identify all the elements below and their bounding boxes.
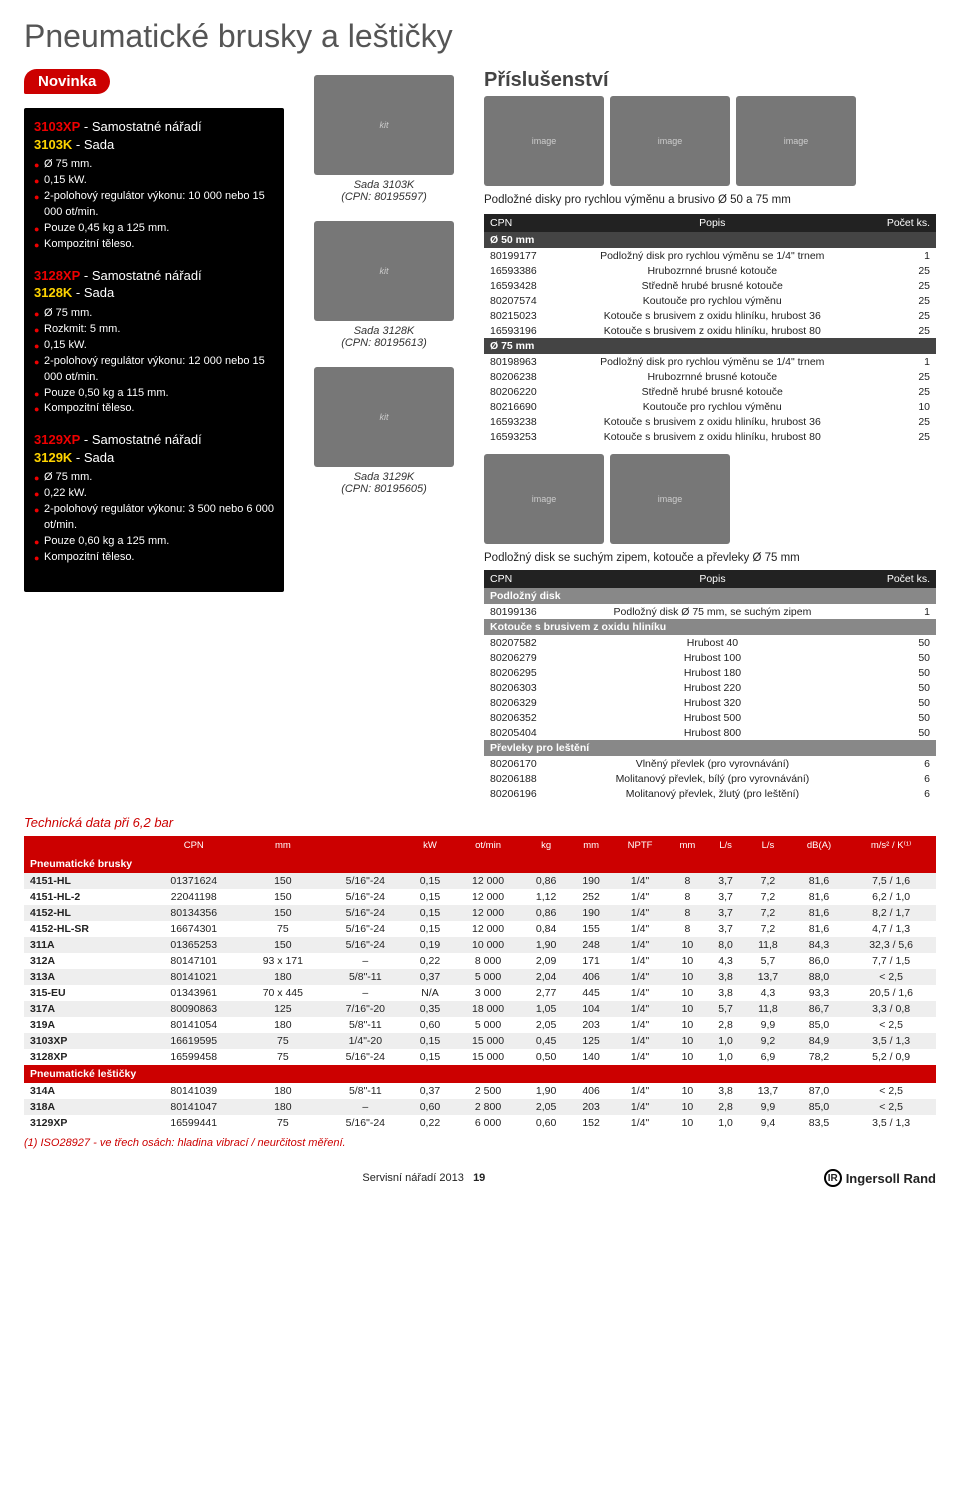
technical-data-table: CPNmmkWot/minkgmmNPTFmmL/sL/sdB(A)m/s² /… — [24, 836, 936, 1131]
kit-caption: Sada 3128K(CPN: 80195613) — [294, 325, 474, 349]
product-image: image — [484, 96, 604, 186]
page-title: Pneumatické brusky a leštičky — [24, 18, 936, 55]
brand-logo: IRIngersoll Rand — [824, 1169, 936, 1187]
kit-image: kit — [314, 75, 454, 175]
product-block: 3103XP - Samostatné nářadí3103K - SadaØ … — [34, 118, 274, 253]
product-image: image — [610, 454, 730, 544]
product-black-box: 3103XP - Samostatné nářadí3103K - SadaØ … — [24, 108, 284, 592]
product-image: image — [484, 454, 604, 544]
product-block: 3128XP - Samostatné nářadí3128K - SadaØ … — [34, 267, 274, 418]
kit-image: kit — [314, 221, 454, 321]
product-block: 3129XP - Samostatné nářadí3129K - SadaØ … — [34, 431, 274, 566]
kit-caption: Sada 3129K(CPN: 80195605) — [294, 471, 474, 495]
footnote: (1) ISO28927 - ve třech osách: hladina v… — [24, 1137, 936, 1149]
accessories-table-1: CPNPopisPočet ks.Ø 50 mm80199177Podložný… — [484, 214, 936, 444]
accessories-caption-2: Podložný disk se suchým zipem, kotouče a… — [484, 552, 936, 564]
novinka-badge: Novinka — [24, 69, 110, 94]
kit-caption: Sada 3103K(CPN: 80195597) — [294, 179, 474, 203]
product-image: image — [736, 96, 856, 186]
kit-image: kit — [314, 367, 454, 467]
tech-data-title: Technická data při 6,2 bar — [24, 815, 936, 830]
accessories-subtitle: Podložné disky pro rychlou výměnu a brus… — [484, 194, 936, 206]
product-image: image — [610, 96, 730, 186]
footer-text: Servisní nářadí 2013 — [362, 1172, 464, 1184]
kit-column: kit Sada 3103K(CPN: 80195597) kit Sada 3128… — [294, 69, 474, 513]
accessories-table-2: CPNPopisPočet ks.Podložný disk80199136Po… — [484, 570, 936, 801]
accessories-title: Příslušenství — [484, 69, 936, 92]
page-number: 19 — [473, 1172, 485, 1184]
